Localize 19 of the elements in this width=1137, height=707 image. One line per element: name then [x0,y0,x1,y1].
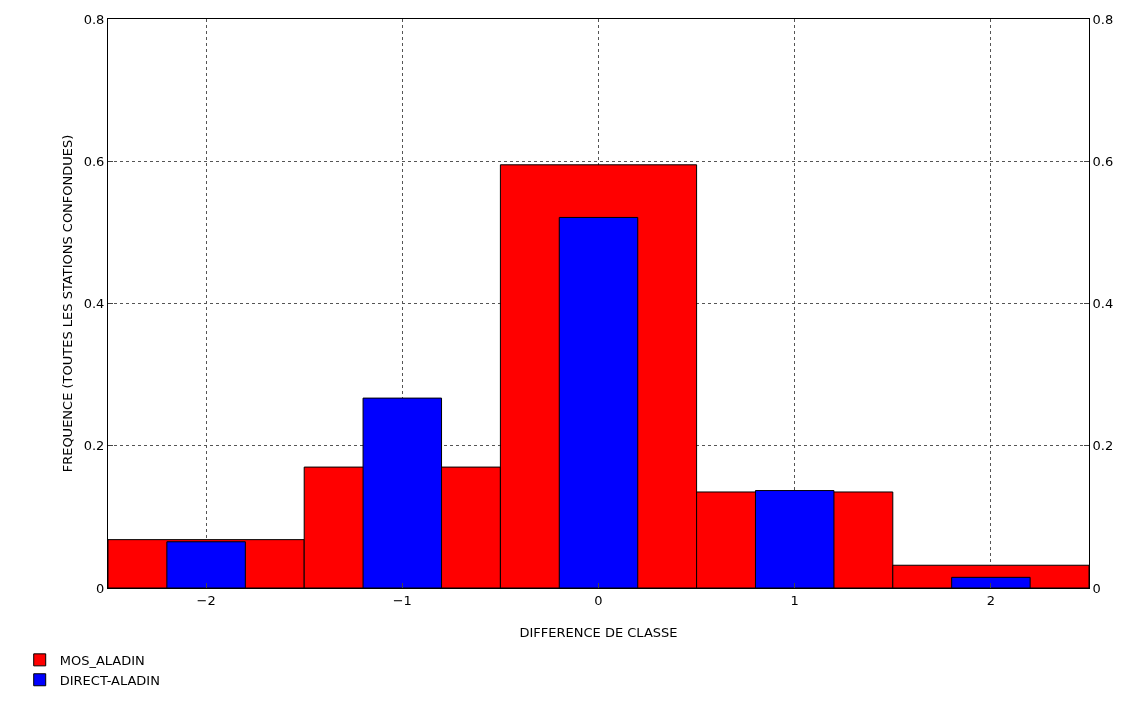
y-tick-label: 0.2 [83,438,105,454]
y-axis-title: FREQUENCE (TOUTES LES STATIONS CONFONDUES) [60,134,75,473]
y-tick-label: 0 [96,580,105,596]
y2-tick-label: 0.6 [1092,153,1114,169]
y2-tick-label: 0.4 [1092,296,1114,312]
x-tick-label: 2 [986,592,996,608]
y2-tick-label: 0.2 [1092,438,1114,454]
legend-label: DIRECT-ALADIN [59,672,160,688]
x-tick-label: 0 [594,592,603,608]
y-tick-label: 0.4 [83,296,105,312]
x-tick-label: −2 [196,592,216,608]
legend-label: MOS_ALADIN [59,652,145,668]
x-axis-title: DIFFERENCE DE CLASSE [519,625,678,640]
x-tick-label: −1 [392,592,412,608]
y2-tick-label: 0.8 [1092,11,1114,27]
y-tick-label: 0.6 [83,153,105,169]
x-tick-label: 1 [790,592,799,608]
y-tick-label: 0.8 [83,11,105,27]
y2-tick-label: 0 [1092,580,1101,596]
